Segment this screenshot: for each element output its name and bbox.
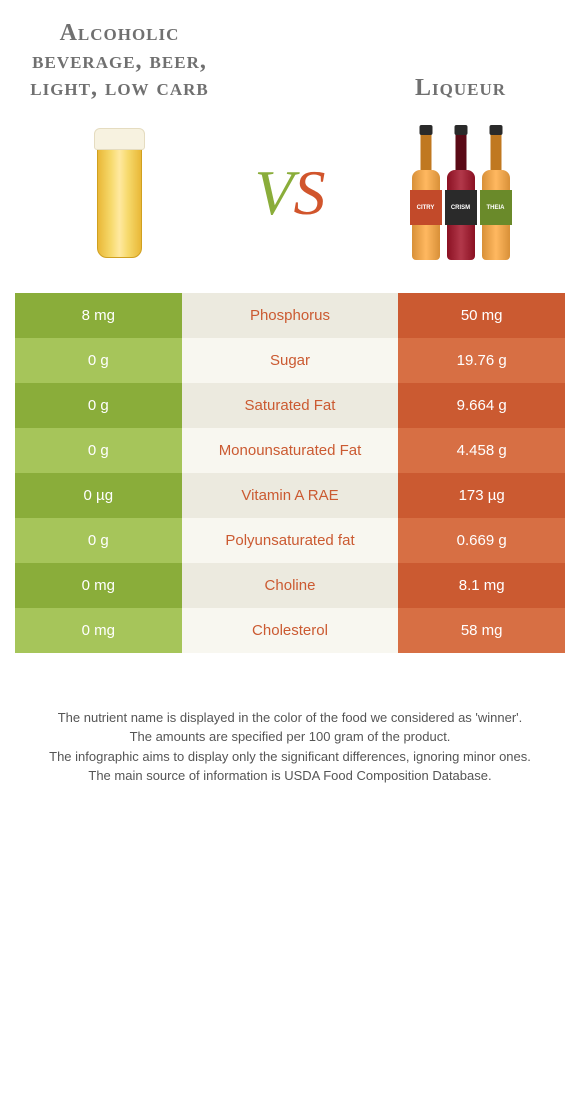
vs-s: S <box>294 157 326 228</box>
footer-line: The infographic aims to display only the… <box>20 747 560 767</box>
footer-line: The nutrient name is displayed in the co… <box>20 708 560 728</box>
right-value: 58 mg <box>398 608 565 653</box>
right-value: 9.664 g <box>398 383 565 428</box>
table-row: 0 gPolyunsaturated fat0.669 g <box>15 518 565 563</box>
nutrient-name: Polyunsaturated fat <box>182 518 399 563</box>
left-value: 0 g <box>15 338 182 383</box>
bottles-icon: CITRYCRISMTHEIA <box>410 125 512 260</box>
table-row: 0 µgVitamin A RAE173 µg <box>15 473 565 518</box>
left-value: 0 mg <box>15 608 182 653</box>
bottle-icon: CRISM <box>445 130 477 260</box>
table-row: 0 mgCholine8.1 mg <box>15 563 565 608</box>
right-image: CITRYCRISMTHEIA <box>356 118 565 268</box>
nutrient-name: Phosphorus <box>182 293 399 338</box>
nutrient-name: Sugar <box>182 338 399 383</box>
beer-icon <box>92 128 147 258</box>
left-value: 0 g <box>15 383 182 428</box>
nutrient-name: Monounsaturated Fat <box>182 428 399 473</box>
vs-label: VS <box>224 161 356 225</box>
left-image <box>15 118 224 268</box>
left-title: Alcoholic beverage, beer, light, low car… <box>15 20 224 103</box>
left-value: 0 mg <box>15 563 182 608</box>
right-title: Liqueur <box>356 75 565 103</box>
bottle-icon: CITRY <box>410 130 442 260</box>
left-value: 0 g <box>15 518 182 563</box>
table-row: 8 mgPhosphorus50 mg <box>15 293 565 338</box>
table-row: 0 gMonounsaturated Fat4.458 g <box>15 428 565 473</box>
right-value: 8.1 mg <box>398 563 565 608</box>
images-row: VS CITRYCRISMTHEIA <box>15 118 565 268</box>
left-value: 0 g <box>15 428 182 473</box>
right-value: 173 µg <box>398 473 565 518</box>
table-row: 0 gSaturated Fat9.664 g <box>15 383 565 428</box>
table-row: 0 mgCholesterol58 mg <box>15 608 565 653</box>
right-value: 4.458 g <box>398 428 565 473</box>
right-value: 0.669 g <box>398 518 565 563</box>
footer-line: The main source of information is USDA F… <box>20 766 560 786</box>
right-value: 50 mg <box>398 293 565 338</box>
footer-line: The amounts are specified per 100 gram o… <box>20 727 560 747</box>
nutrient-name: Saturated Fat <box>182 383 399 428</box>
nutrient-name: Choline <box>182 563 399 608</box>
nutrient-table: 8 mgPhosphorus50 mg0 gSugar19.76 g0 gSat… <box>15 293 565 653</box>
vs-v: V <box>254 157 293 228</box>
bottle-icon: THEIA <box>480 130 512 260</box>
nutrient-name: Vitamin A RAE <box>182 473 399 518</box>
footer-notes: The nutrient name is displayed in the co… <box>15 708 565 786</box>
table-row: 0 gSugar19.76 g <box>15 338 565 383</box>
left-value: 8 mg <box>15 293 182 338</box>
nutrient-name: Cholesterol <box>182 608 399 653</box>
right-value: 19.76 g <box>398 338 565 383</box>
left-value: 0 µg <box>15 473 182 518</box>
header: Alcoholic beverage, beer, light, low car… <box>15 20 565 103</box>
